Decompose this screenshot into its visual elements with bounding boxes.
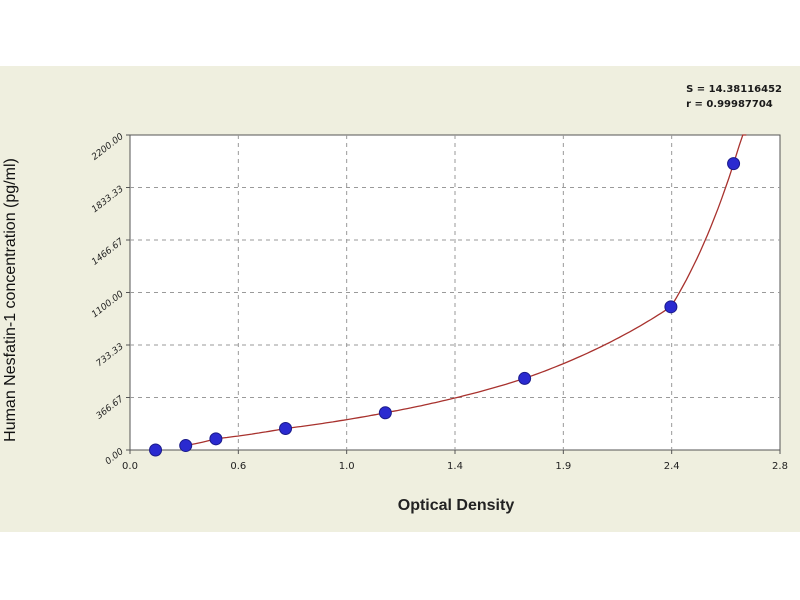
data-point — [378, 406, 392, 420]
data-point — [279, 422, 293, 436]
y-tick-label: 2200.00 — [90, 132, 126, 163]
data-point — [664, 300, 678, 314]
fit-statistics: S = 14.38116452 r = 0.99987704 — [686, 82, 782, 112]
y-tick-label: 733.33 — [95, 342, 126, 369]
fit-curve — [180, 134, 747, 448]
x-tick-label: 2.8 — [772, 461, 788, 472]
x-tick-label: 2.4 — [664, 461, 680, 472]
x-tick-label: 0.0 — [122, 461, 138, 472]
data-point — [518, 371, 532, 385]
x-tick-label: 1.4 — [447, 461, 463, 472]
data-point — [179, 439, 193, 453]
x-axis-label: Optical Density — [397, 497, 515, 514]
y-tick-label: 1100.00 — [90, 289, 126, 320]
data-point — [149, 443, 163, 457]
fit-s-value: S = 14.38116452 — [686, 84, 782, 95]
fit-r-value: r = 0.99987704 — [686, 99, 773, 110]
x-tick-label: 0.6 — [230, 461, 246, 472]
x-tick-label: 1.0 — [339, 461, 355, 472]
y-tick-label: 1466.67 — [90, 237, 126, 268]
y-tick-label: 366.67 — [95, 394, 126, 421]
data-point — [727, 157, 741, 171]
y-tick-label: 1833.33 — [90, 184, 126, 215]
x-tick-label: 1.9 — [555, 461, 571, 472]
data-point — [209, 432, 223, 446]
